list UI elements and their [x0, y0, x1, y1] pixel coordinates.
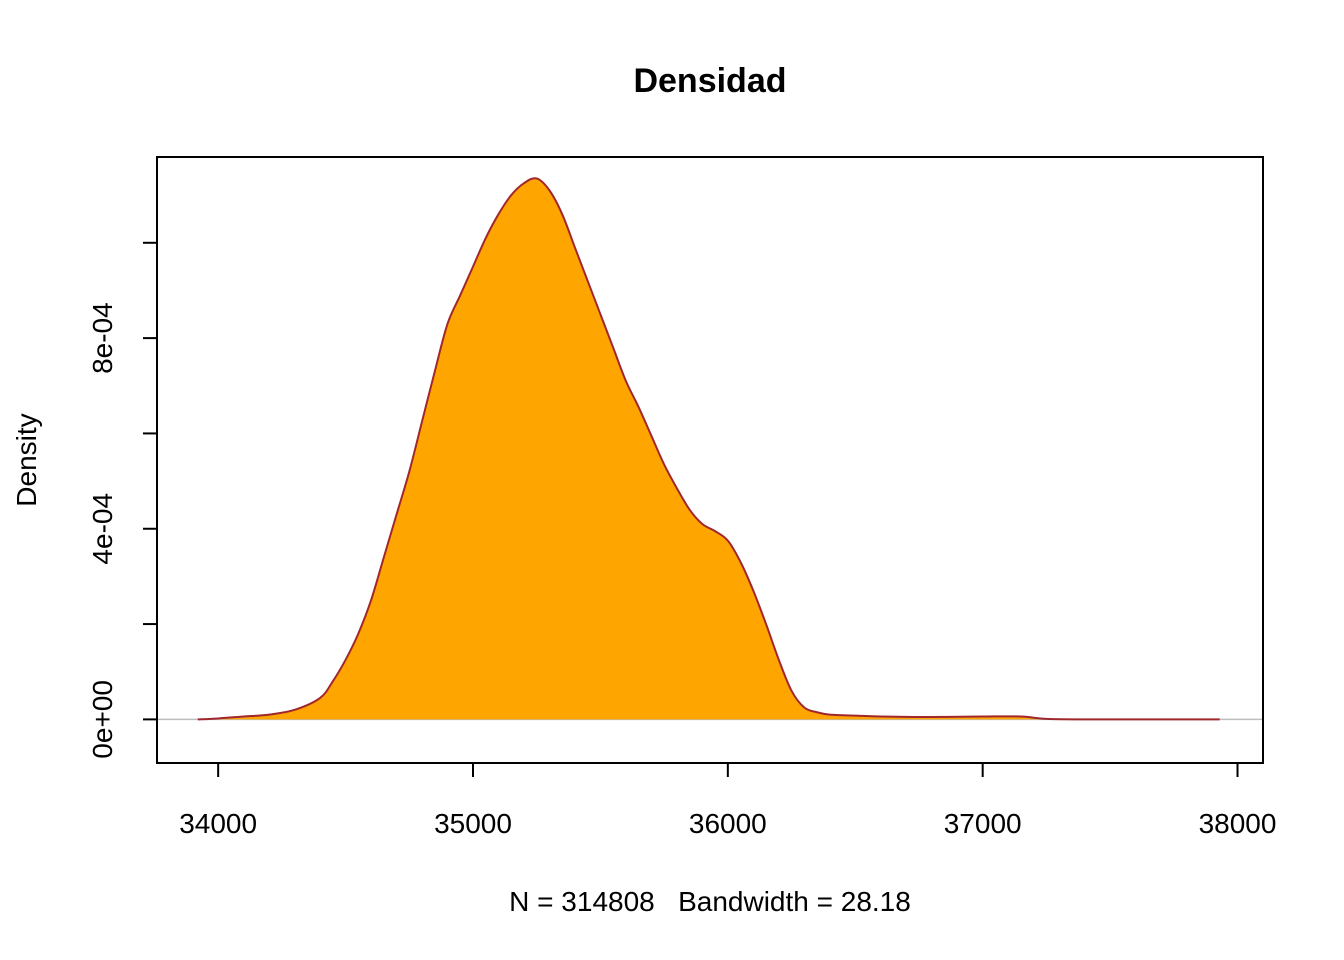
- density-area: [197, 178, 1220, 720]
- y-axis-label: Density: [11, 413, 42, 506]
- x-tick-label: 35000: [434, 808, 512, 839]
- x-tick-label: 37000: [944, 808, 1022, 839]
- y-tick-label: 8e-04: [87, 302, 118, 374]
- x-tick-label: 38000: [1199, 808, 1277, 839]
- x-tick-label: 36000: [689, 808, 767, 839]
- chart-title: Densidad: [633, 62, 786, 100]
- density-line: [197, 177, 1220, 721]
- x-axis: 34000 35000 36000 37000 38000: [179, 762, 1277, 839]
- y-axis: 0e+00 4e-04 8e-04: [87, 241, 158, 759]
- x-tick-label: 34000: [179, 808, 257, 839]
- y-tick-label: 0e+00: [87, 680, 118, 759]
- y-tick-label: 4e-04: [87, 493, 118, 565]
- plot-area: [157, 177, 1263, 721]
- x-axis-label: N = 314808 Bandwidth = 28.18: [509, 886, 911, 917]
